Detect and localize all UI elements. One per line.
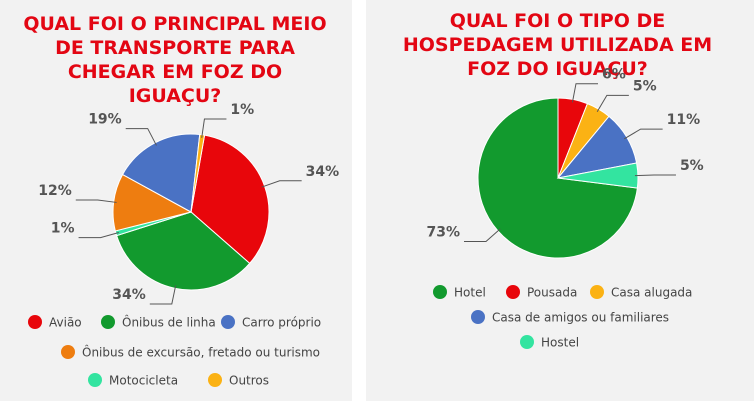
data-label: 73% [426,224,460,240]
legend-swatch [590,285,604,299]
legend-swatch [61,345,75,359]
data-label: 11% [667,112,701,128]
legend-swatch [28,315,42,329]
data-label: 5% [633,78,657,94]
leader-line [571,83,598,103]
data-label: 19% [88,112,122,128]
leader-line [463,228,501,242]
legend-swatch [101,315,115,329]
data-label: 34% [112,287,146,303]
data-label: 6% [602,67,626,83]
data-label: 1% [51,221,75,237]
legend-label: Carro próprio [242,316,321,330]
legend-label: Ônibus de excursão, fretado ou turismo [82,345,320,360]
legend-label: Avião [49,316,82,330]
legend-label: Ônibus de linha [122,315,216,330]
legend-label: Motocicleta [109,374,178,388]
legend-swatch [221,315,235,329]
legend-swatch [471,310,485,324]
legend-swatch [208,373,222,387]
legend-label: Pousada [527,286,577,300]
legend-label: Hostel [541,336,579,350]
data-label: 12% [38,183,72,199]
leader-line [634,174,676,177]
leader-line [78,231,119,239]
leader-line [75,199,117,203]
legend-swatch [433,285,447,299]
data-label: 34% [306,164,340,180]
chart-title: QUAL FOI O TIPO DE HOSPEDAGEM UTILIZADA … [402,10,713,80]
legend-label: Outros [229,374,269,388]
leader-line [596,94,629,112]
leader-line [624,128,663,140]
legend-swatch [506,285,520,299]
data-label: 5% [680,158,704,174]
leader-line [261,180,302,188]
legend-label: Casa de amigos ou familiares [492,311,669,325]
legend-swatch [520,335,534,349]
legend-swatch [88,373,102,387]
legend-label: Hotel [454,286,486,300]
leader-line [149,285,177,305]
chart-title: QUAL FOI O PRINCIPAL MEIO DE TRANSPORTE … [23,13,327,107]
leader-line [125,128,157,146]
data-label: 1% [230,102,254,118]
leader-line [201,118,227,138]
legend-label: Casa alugada [611,286,692,300]
